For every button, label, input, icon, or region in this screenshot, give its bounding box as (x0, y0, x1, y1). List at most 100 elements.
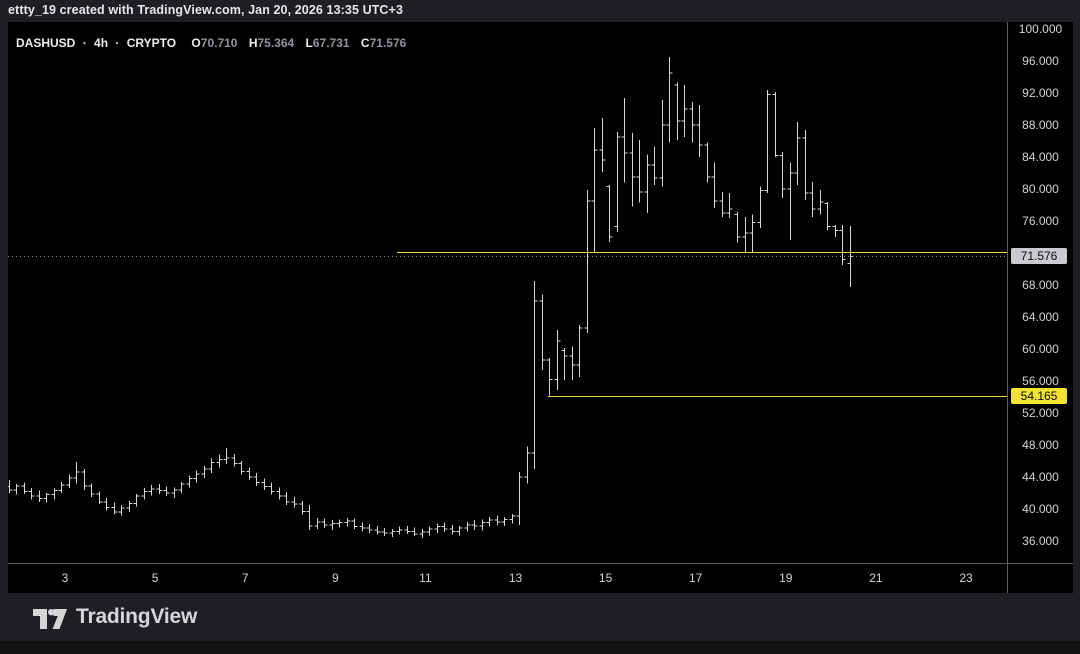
ohlc-bar (561, 348, 568, 381)
price-tick-label: 68.000 (1022, 278, 1059, 292)
price-tick-label: 36.000 (1022, 534, 1059, 548)
price-tick-label: 92.000 (1022, 86, 1059, 100)
ohlc-bar (689, 101, 696, 143)
ohlc-bar (268, 482, 275, 495)
ohlc-bar (291, 497, 298, 508)
ohlc-bar (591, 128, 598, 253)
time-axis-separator (8, 563, 1073, 564)
time-tick-label: 17 (689, 571, 703, 585)
time-tick-label: 15 (598, 571, 613, 585)
time-tick-label: 11 (419, 571, 432, 585)
ohlc-bar (36, 490, 43, 502)
price-tick-label: 76.000 (1022, 214, 1059, 228)
ohlc-bar (494, 515, 501, 525)
ohlc-bar (299, 501, 306, 515)
legend-open: O70.710 (191, 36, 238, 50)
ohlc-bar (411, 527, 418, 537)
snapshot-credit-text: ettty_19 created with TradingView.com, J… (8, 3, 404, 17)
ohlc-bar (501, 517, 508, 526)
ohlc-bar (306, 505, 313, 530)
ohlc-bar (674, 82, 681, 141)
ohlc-bar (509, 513, 516, 524)
ohlc-bar (336, 519, 343, 528)
price-tick-label: 52.000 (1022, 406, 1059, 420)
ohlc-bar (58, 481, 65, 493)
ohlc-bar (351, 518, 358, 529)
ohlc-bar (704, 142, 711, 183)
ohlc-bar (794, 121, 801, 185)
ohlc-bar (606, 185, 613, 242)
time-tick-label: 23 (959, 571, 973, 585)
ohlc-bar (216, 454, 223, 468)
ohlc-bar (389, 529, 396, 537)
ohlc-bar (749, 214, 756, 253)
ohlc-bar (449, 525, 456, 535)
ohlc-bar (96, 491, 103, 505)
price-axis[interactable]: 100.000 96.000 92.000 88.000 84.000 80.000 76.… (1008, 22, 1073, 593)
ohlc-bar (359, 522, 366, 532)
price-tick-label: 64.000 (1022, 310, 1059, 324)
ohlc-bar (471, 520, 478, 530)
legend-symbol: DASHUSD (16, 36, 76, 50)
ohlc-bar (441, 522, 448, 533)
bottom-strip (0, 641, 1080, 654)
ohlc-bar (8, 480, 13, 493)
price-chart[interactable] (8, 22, 1007, 563)
tradingview-wordmark[interactable]: TradingView (76, 605, 198, 628)
ohlc-bar (246, 467, 253, 481)
time-tick-label: 19 (779, 571, 793, 585)
price-tick-label: 88.000 (1022, 118, 1059, 132)
ohlc-bar (381, 528, 388, 537)
ohlc-bar (779, 152, 786, 198)
footer-bar: TradingView (0, 593, 1080, 641)
ohlc-bar (141, 488, 148, 500)
ohlc-bar (314, 517, 321, 529)
ohlc-bar (374, 525, 381, 535)
chart-legend[interactable]: DASHUSD · 4h · CRYPTO O70.710 H75.364 L6… (16, 34, 406, 52)
ohlc-bar (734, 212, 741, 243)
ohlc-bar (486, 517, 493, 527)
price-tick-label: 48.000 (1022, 438, 1059, 452)
ohlc-bar (569, 346, 576, 381)
ohlc-bar (644, 154, 651, 213)
ohlc-bar (13, 484, 20, 495)
ohlc-bar (366, 524, 373, 533)
ohlc-bar (156, 484, 163, 494)
ohlc-bar (516, 472, 523, 525)
price-tick-label: 40.000 (1022, 502, 1059, 516)
ohlc-bar (396, 526, 403, 535)
price-tick-label: 44.000 (1022, 470, 1059, 484)
ohlc-bar (171, 487, 178, 498)
price-tick-label: 84.000 (1022, 150, 1059, 164)
ohlc-bar (253, 473, 260, 486)
ohlc-bar (651, 146, 658, 185)
chart-panel: DASHUSD · 4h · CRYPTO O70.710 H75.364 L6… (8, 22, 1073, 593)
ohlc-bar (711, 162, 718, 209)
ohlc-bar (539, 294, 546, 370)
ohlc-bar (576, 325, 583, 377)
ohlc-bar (719, 192, 726, 217)
legend-market: CRYPTO (126, 36, 177, 50)
ohlc-bar (832, 225, 839, 237)
ohlc-bar (66, 474, 73, 489)
ohlc-bar (51, 488, 58, 500)
time-axis[interactable]: 3 5 7 9 11 13 15 17 19 21 23 (8, 564, 1007, 593)
price-tick-label: 80.000 (1022, 182, 1059, 196)
ohlc-bar (329, 520, 336, 530)
ohlc-bar (163, 486, 170, 497)
ohlc-bar (554, 329, 561, 390)
ohlc-bar (757, 186, 764, 229)
ohlc-bar (787, 162, 794, 241)
ohlc-bar (208, 458, 215, 473)
ohlc-bar (426, 526, 433, 536)
ohlc-bar (111, 502, 118, 515)
ohlc-bar (148, 485, 155, 496)
ohlc-bar (666, 57, 673, 143)
ohlc-bar (126, 501, 133, 513)
ohlc-bar (802, 129, 809, 201)
ohlc-bar (629, 133, 636, 207)
tradingview-logo-icon[interactable] (33, 604, 67, 630)
ohlc-bar (809, 181, 816, 217)
ohlc-bar (419, 529, 426, 538)
legend-interval: 4h (94, 36, 109, 50)
